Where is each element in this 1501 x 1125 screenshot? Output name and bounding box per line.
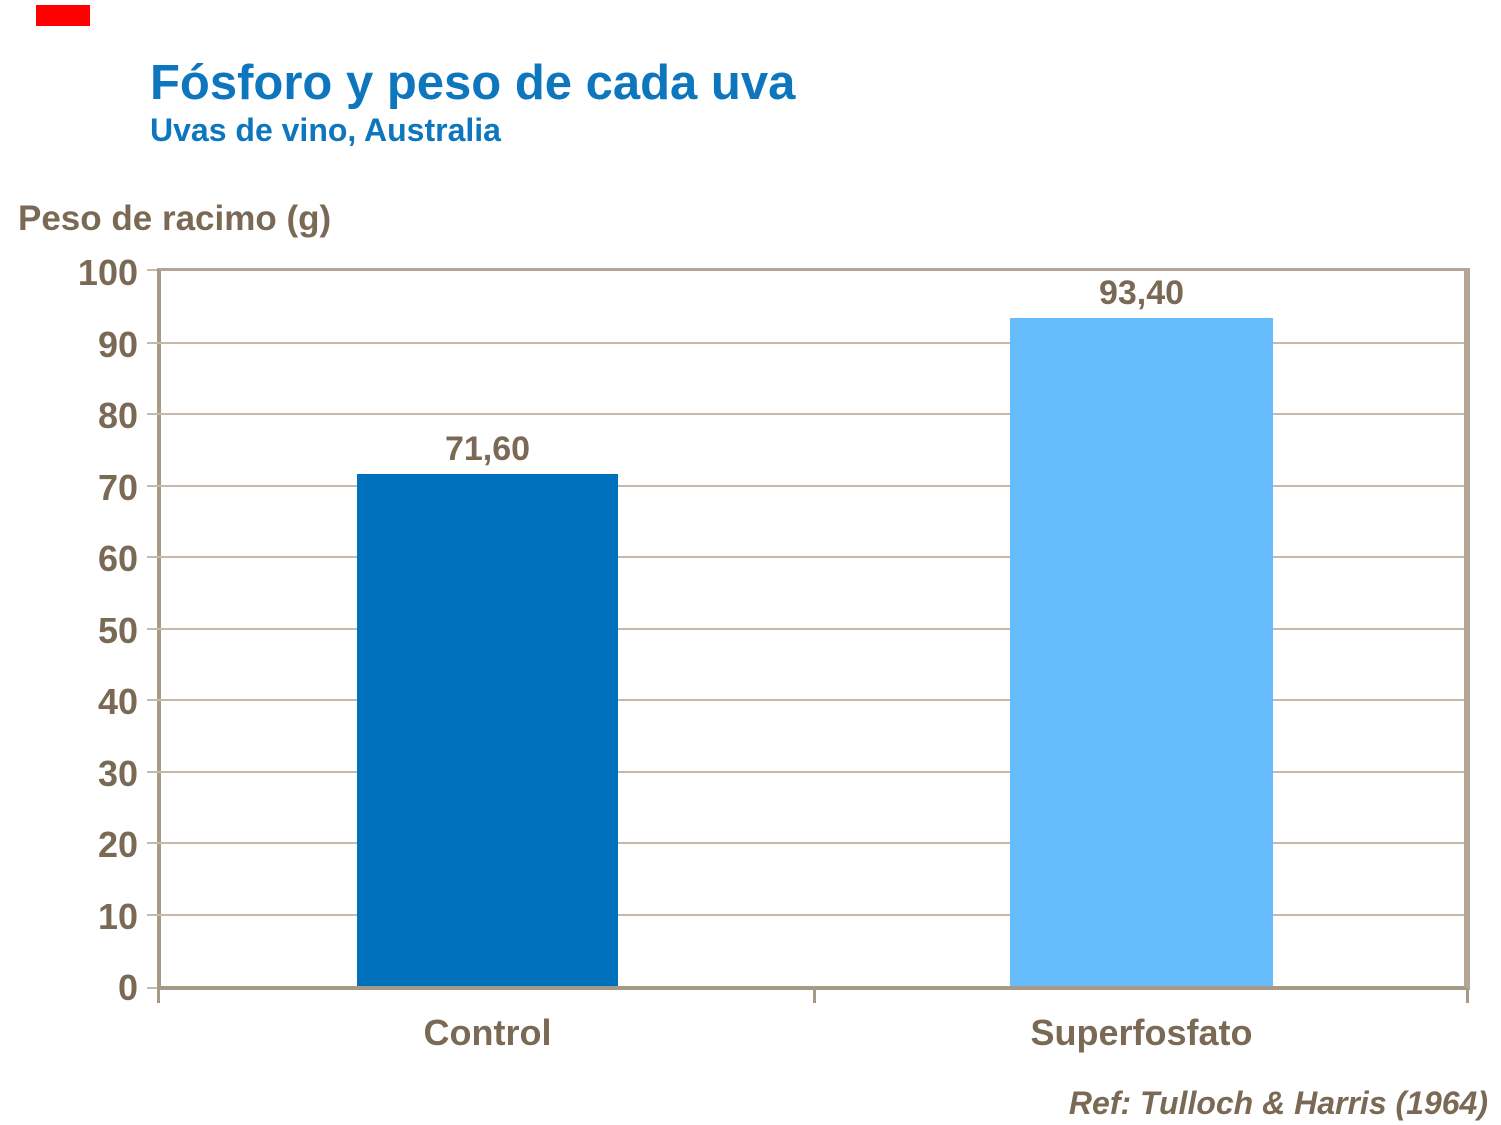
red-marker xyxy=(36,5,90,26)
gridline xyxy=(147,842,1464,844)
y-tick xyxy=(147,269,157,271)
category-label: Control xyxy=(423,1012,552,1053)
gridline xyxy=(147,484,1464,487)
gridline xyxy=(147,913,1464,916)
chart-title: Fósforo y peso de cada uva xyxy=(150,56,796,110)
gridline xyxy=(147,413,1464,415)
y-tick-label: 90 xyxy=(97,323,138,365)
category-label: Superfosfato xyxy=(1030,1012,1253,1053)
bar-value-label: 71,60 xyxy=(444,430,531,468)
y-tick-label: 80 xyxy=(97,395,138,436)
plot-area: 71,60 93,40 xyxy=(147,268,1470,1003)
gridline xyxy=(147,556,1464,558)
gridline xyxy=(147,627,1464,630)
y-tick-label: 10 xyxy=(97,895,138,937)
y-tick xyxy=(147,987,157,989)
reference-text: Ref: Tulloch & Harris (1964) xyxy=(1068,1085,1488,1121)
y-tick-label: 20 xyxy=(97,824,138,865)
bar-value-label: 93,40 xyxy=(1098,274,1185,312)
y-tick-label: 100 xyxy=(77,252,138,293)
gridline xyxy=(147,699,1464,701)
x-tick xyxy=(1466,990,1469,1003)
gridline xyxy=(147,770,1464,773)
y-tick-label: 40 xyxy=(97,681,138,722)
y-tick-label: 0 xyxy=(117,967,138,1008)
y-tick-label: 60 xyxy=(97,538,138,579)
bar-superfosfato xyxy=(1010,318,1273,986)
chart-subtitle: Uvas de vino, Australia xyxy=(150,112,501,148)
y-axis-title: Peso de racimo (g) xyxy=(18,199,332,238)
y-tick-label: 30 xyxy=(97,752,138,794)
bar-control xyxy=(357,474,618,986)
gridline xyxy=(147,341,1464,344)
y-tick-label: 50 xyxy=(97,609,138,651)
x-tick xyxy=(813,990,816,1003)
x-tick xyxy=(157,990,160,1003)
y-tick-label: 70 xyxy=(97,466,138,508)
